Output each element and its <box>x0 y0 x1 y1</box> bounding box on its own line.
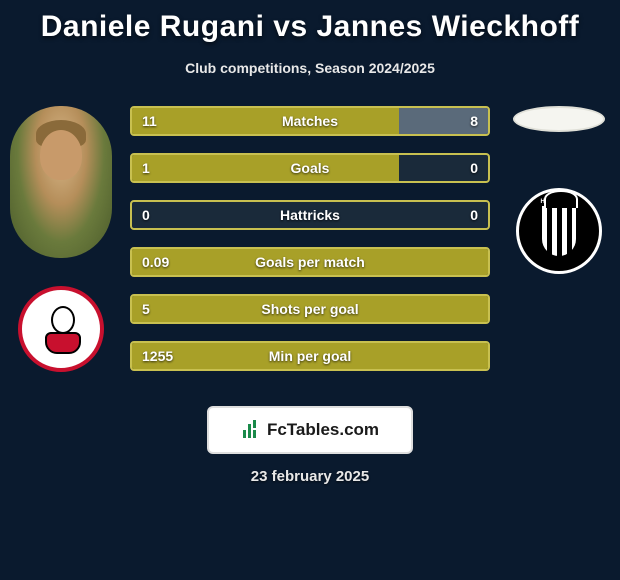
footer-brand-text: FcTables.com <box>267 420 379 440</box>
footer-brand-badge: FcTables.com <box>207 406 413 454</box>
subtitle: Club competitions, Season 2024/2025 <box>0 60 620 76</box>
stat-label: Shots per goal <box>132 296 488 322</box>
left-player-avatar <box>10 106 112 258</box>
stat-label: Min per goal <box>132 343 488 369</box>
stat-bars: 118Matches 10Goals 00Hattricks 0.09Goals pe… <box>130 106 490 371</box>
heracles-icon <box>542 206 576 256</box>
right-club-badge-heracles: Heracles <box>516 188 602 274</box>
stat-label: Matches <box>132 108 488 134</box>
stat-row: 0.09Goals per match <box>130 247 490 277</box>
left-player-column <box>6 106 116 372</box>
stat-row: 00Hattricks <box>130 200 490 230</box>
fctables-icon <box>241 420 261 440</box>
comparison-panel: Heracles 118Matches 10Goals 00Hattricks 0.0… <box>0 106 620 386</box>
page-title: Daniele Rugani vs Jannes Wieckhoff <box>0 0 620 44</box>
date-label: 23 february 2025 <box>0 468 620 485</box>
right-player-placeholder <box>513 106 605 132</box>
right-player-column: Heracles <box>504 106 614 274</box>
stat-row: 118Matches <box>130 106 490 136</box>
stat-label: Goals <box>132 155 488 181</box>
stat-row: 5Shots per goal <box>130 294 490 324</box>
stat-row: 10Goals <box>130 153 490 183</box>
ajax-icon <box>35 298 87 360</box>
stat-label: Goals per match <box>132 249 488 275</box>
stat-row: 1255Min per goal <box>130 341 490 371</box>
left-club-badge-ajax <box>18 286 104 372</box>
stat-label: Hattricks <box>132 202 488 228</box>
